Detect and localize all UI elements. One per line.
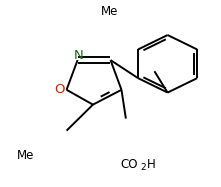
Text: Me: Me xyxy=(101,5,118,18)
Text: N: N xyxy=(74,49,84,62)
Text: CO: CO xyxy=(120,158,138,171)
Text: O: O xyxy=(54,83,65,96)
Text: Me: Me xyxy=(17,149,35,162)
Text: 2: 2 xyxy=(140,163,146,172)
Text: H: H xyxy=(147,158,156,171)
